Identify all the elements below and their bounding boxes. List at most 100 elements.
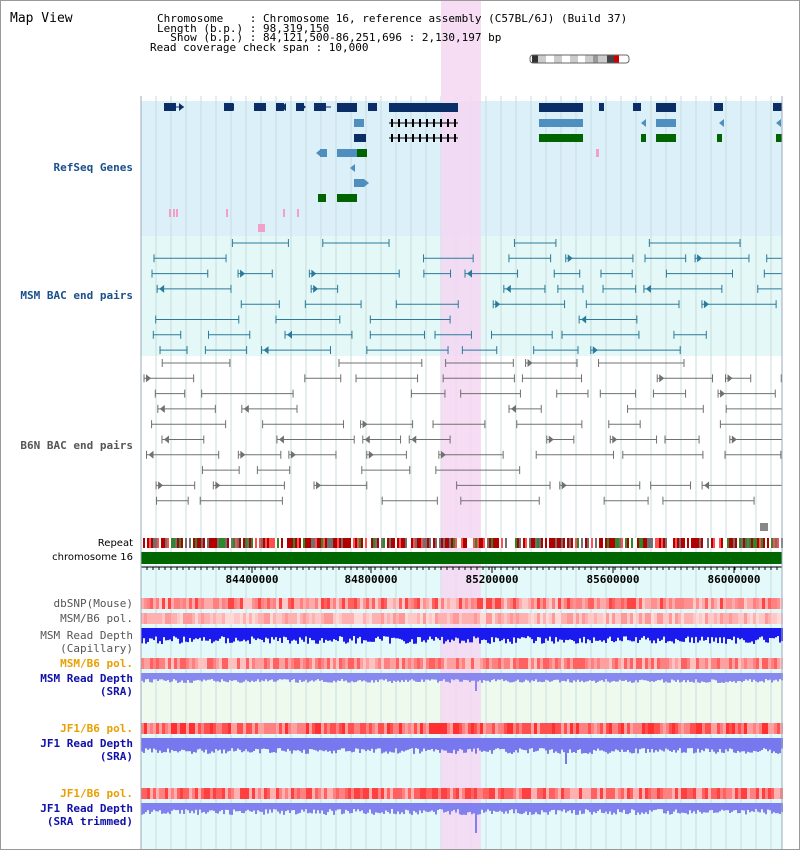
heat-cell (453, 788, 456, 799)
heat-cell (453, 613, 456, 624)
depth-bar (533, 738, 535, 752)
heat-cell (564, 598, 567, 609)
depth-bar (331, 738, 333, 754)
ideogram-band (546, 55, 554, 63)
heat-cell (321, 723, 324, 734)
depth-bar (751, 738, 753, 753)
heat-cell (315, 658, 318, 669)
depth-bar (143, 803, 145, 814)
depth-bar (317, 803, 319, 811)
heat-cell (534, 723, 537, 734)
depth-bar (171, 673, 173, 682)
length-info: Length (b.p.) : 98,319,150 (157, 22, 330, 35)
track-label-b6n-bac[interactable]: B6N BAC end pairs (20, 439, 133, 452)
heat-cell (438, 613, 441, 624)
heat-cell (369, 613, 372, 624)
repeat-mark (763, 538, 765, 548)
heat-cell (744, 723, 747, 734)
depth-bar (333, 628, 335, 640)
depth-bar (489, 628, 491, 644)
depth-bar (245, 673, 247, 680)
depth-bar (477, 673, 479, 682)
heat-cell (195, 613, 198, 624)
heat-cell (690, 598, 693, 609)
heat-cell (378, 613, 381, 624)
depth-bar (567, 803, 569, 812)
depth-bar (695, 738, 697, 753)
depth-bar (357, 628, 359, 639)
depth-bar (767, 738, 769, 752)
heat-cell (714, 598, 717, 609)
heat-cell (333, 598, 336, 609)
heat-cell (180, 613, 183, 624)
heat-cell (417, 598, 420, 609)
depth-bar (355, 628, 357, 644)
heat-cell (732, 658, 735, 669)
heat-cell (357, 658, 360, 669)
depth-bar (215, 628, 217, 641)
depth-bar (271, 628, 273, 638)
depth-bar (239, 803, 241, 811)
heat-cell (537, 658, 540, 669)
heat-cell (609, 598, 612, 609)
depth-bar (545, 803, 547, 813)
depth-bar (179, 803, 181, 814)
heat-cell (441, 613, 444, 624)
heat-cell (711, 788, 714, 799)
depth-bar (315, 673, 317, 681)
depth-bar (589, 628, 591, 641)
depth-bar (573, 628, 575, 642)
depth-bar (243, 628, 245, 640)
depth-bar (505, 803, 507, 812)
depth-bar (441, 803, 443, 810)
repeat-mark (281, 538, 283, 548)
heat-cell (753, 613, 756, 624)
heat-cell (303, 723, 306, 734)
heat-cell (600, 613, 603, 624)
heat-cell (774, 613, 777, 624)
track-label-msm-bac[interactable]: MSM BAC end pairs (20, 289, 133, 302)
depth-bar (151, 803, 153, 812)
depth-bar (267, 628, 269, 639)
heat-cell (432, 658, 435, 669)
depth-bar (217, 738, 219, 751)
repeat-mark (767, 538, 769, 548)
heat-cell (531, 658, 534, 669)
depth-bar (387, 673, 389, 682)
repeat-mark (653, 538, 655, 548)
depth-bar (191, 673, 193, 683)
heat-cell (480, 613, 483, 624)
depth-bar (633, 673, 635, 683)
heat-cell (153, 723, 156, 734)
heat-cell (498, 598, 501, 609)
heat-cell (312, 658, 315, 669)
depth-bar (255, 738, 257, 749)
heat-cell (468, 723, 471, 734)
heat-cell (771, 788, 774, 799)
heat-cell (213, 613, 216, 624)
heat-cell (576, 723, 579, 734)
depth-bar (741, 738, 743, 752)
heat-cell (183, 658, 186, 669)
depth-bar (329, 738, 331, 751)
depth-bar (569, 738, 571, 750)
depth-bar (599, 628, 601, 641)
heat-cell (558, 658, 561, 669)
repeat-mark (225, 538, 227, 548)
track-label-refseq-genes[interactable]: RefSeq Genes (53, 161, 133, 174)
heat-cell (159, 658, 162, 669)
heat-cell (675, 613, 678, 624)
depth-bar (237, 738, 239, 749)
heat-cell (516, 788, 519, 799)
depth-bar (575, 803, 577, 815)
depth-bar (167, 628, 169, 641)
depth-bar (429, 673, 431, 681)
depth-bar (495, 673, 497, 682)
gene-block (717, 134, 722, 142)
depth-bar (433, 673, 435, 680)
depth-bar (527, 803, 529, 815)
heat-cell (426, 723, 429, 734)
repeat-mark (305, 538, 307, 548)
heat-cell (156, 658, 159, 669)
